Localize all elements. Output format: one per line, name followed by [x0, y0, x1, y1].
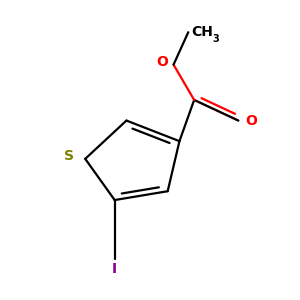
Text: 3: 3: [213, 34, 220, 44]
Text: O: O: [156, 55, 168, 69]
Text: I: I: [112, 262, 117, 276]
Text: O: O: [246, 114, 257, 128]
Text: CH: CH: [191, 25, 213, 39]
Text: S: S: [64, 149, 74, 163]
